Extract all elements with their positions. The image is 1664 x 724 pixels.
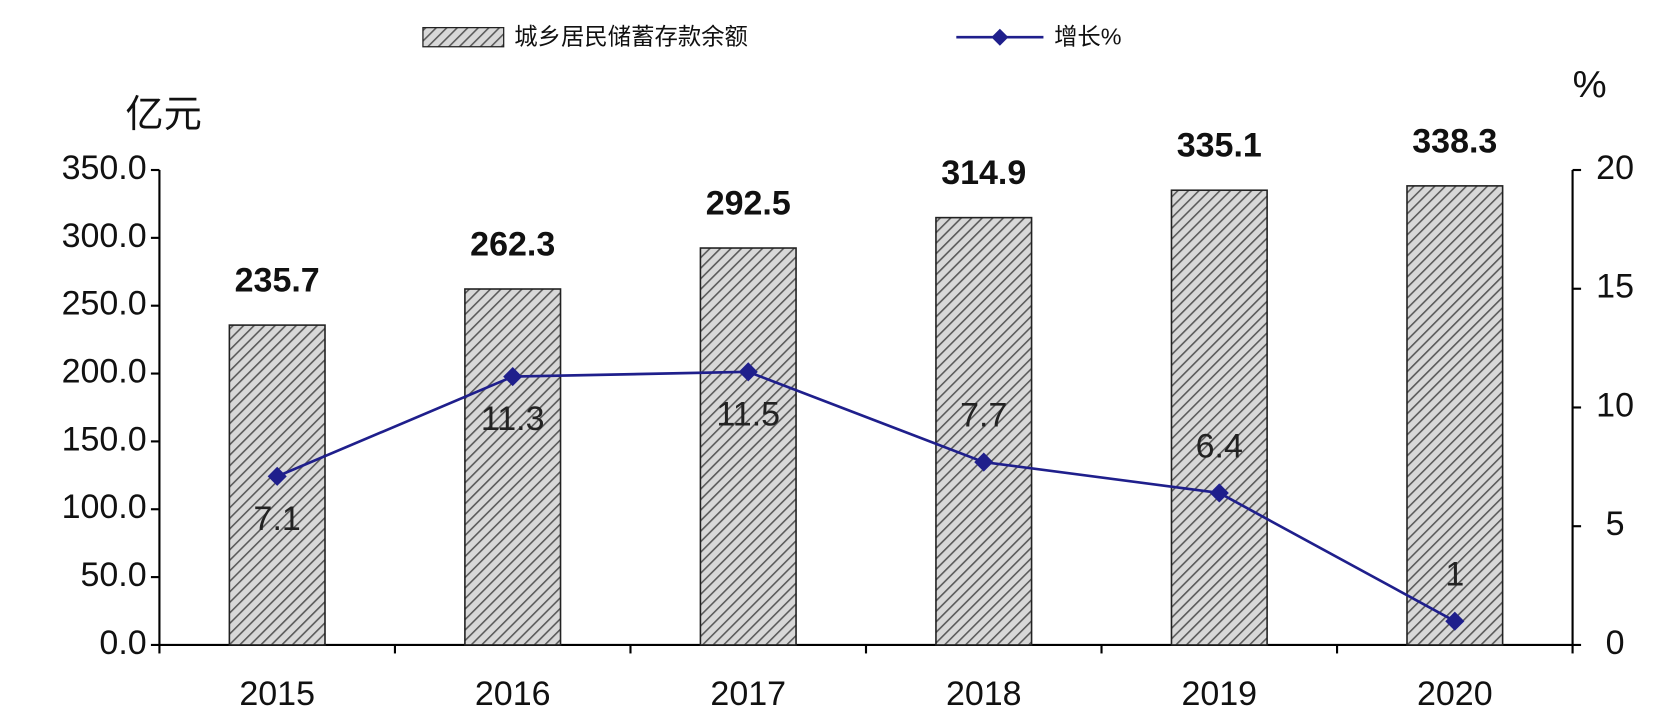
y-tick-label: 50.0 [80, 556, 146, 594]
bar [1170, 189, 1268, 646]
bar-value-label: 314.9 [941, 154, 1026, 192]
bar-value-label: 338.3 [1412, 122, 1497, 160]
x-tick-label: 2018 [946, 675, 1022, 713]
line-value-label: 7.1 [254, 500, 301, 538]
y-tick-label: 250.0 [62, 285, 147, 323]
line-marker [1445, 611, 1465, 631]
y-tick-label: 300.0 [62, 217, 147, 255]
legend-marker [991, 28, 1009, 46]
y2-axis-label: % [1573, 63, 1607, 106]
y2-tick-label: 10 [1596, 386, 1634, 424]
legend-label: 增长% [1054, 23, 1122, 49]
line-value-label: 11.3 [481, 400, 545, 438]
legend-label: 城乡居民储蓄存款余额 [514, 23, 748, 49]
y-tick-label: 200.0 [62, 353, 147, 391]
bar-value-label: 235.7 [235, 262, 320, 300]
line-value-label: 1 [1445, 556, 1464, 594]
y-axis-label: 亿元 [125, 93, 201, 136]
y-tick-label: 150.0 [62, 420, 147, 458]
y-tick-label: 100.0 [62, 488, 147, 526]
y-tick-label: 350.0 [62, 149, 147, 187]
line [276, 370, 1456, 623]
line-value-label: 7.7 [960, 396, 1007, 434]
bar [1406, 185, 1504, 646]
line-marker [267, 466, 287, 486]
x-tick-label: 2020 [1417, 675, 1493, 713]
x-tick-label: 2016 [475, 675, 551, 713]
line-marker [974, 452, 994, 472]
bar [699, 247, 797, 646]
x-tick-label: 2015 [239, 675, 315, 713]
y2-tick-label: 15 [1596, 268, 1634, 306]
y2-tick-label: 20 [1596, 149, 1634, 187]
line-value-label: 11.5 [716, 395, 780, 433]
bar [464, 288, 562, 646]
legend-swatch [422, 26, 505, 48]
y2-tick-label: 5 [1606, 505, 1625, 543]
y2-tick-label: 0 [1606, 624, 1625, 662]
y-tick-label: 0.0 [99, 624, 146, 662]
x-tick-label: 2017 [710, 675, 786, 713]
bar-value-label: 292.5 [706, 185, 791, 223]
bar-value-label: 262.3 [470, 225, 555, 263]
line-marker [503, 367, 523, 387]
x-tick-label: 2019 [1181, 675, 1257, 713]
line-marker [1209, 483, 1229, 503]
bar-value-label: 335.1 [1177, 127, 1262, 165]
line-value-label: 6.4 [1196, 427, 1243, 465]
bar [935, 216, 1033, 646]
